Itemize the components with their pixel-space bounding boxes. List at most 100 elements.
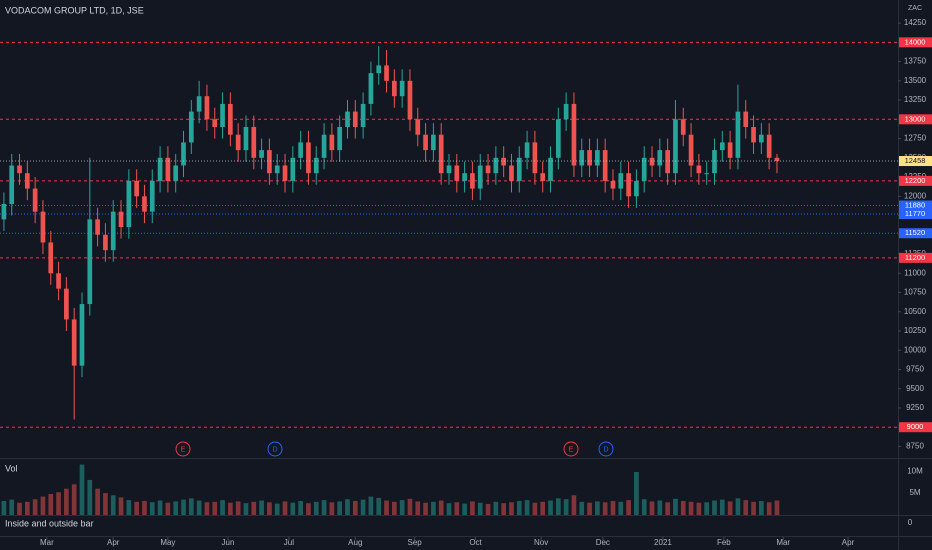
candle-body <box>665 150 670 174</box>
volume-bar <box>321 500 327 515</box>
volume-bar <box>470 501 475 515</box>
candle-body <box>290 157 296 181</box>
candle-body <box>87 219 93 305</box>
candle-body <box>79 304 85 366</box>
volume-bar <box>712 500 717 515</box>
volume-bar <box>368 496 374 515</box>
volume-bar <box>95 488 100 515</box>
candle-body <box>212 119 218 128</box>
volume-bar <box>56 492 61 515</box>
candle-body <box>64 288 69 320</box>
candle-body <box>555 119 561 158</box>
volume-bar <box>516 500 522 515</box>
volume-bar <box>704 502 710 515</box>
y-tick-label: 10000 <box>904 345 927 354</box>
volume-bar <box>454 502 460 515</box>
candle-body <box>423 134 428 151</box>
volume-bar <box>282 501 288 515</box>
volume-bar <box>87 479 93 515</box>
candle-body <box>40 211 46 243</box>
candle-body <box>267 150 272 174</box>
candle-body <box>774 157 780 162</box>
y-tick-label: 9250 <box>906 403 924 412</box>
candle-body <box>384 65 389 81</box>
candle-body <box>485 165 491 174</box>
candle-body <box>391 80 397 97</box>
volume-bar <box>579 501 585 515</box>
y-tick-label: 10250 <box>904 326 927 335</box>
volume-bar <box>751 501 756 515</box>
candle-body <box>587 150 592 166</box>
volume-bar <box>103 493 108 515</box>
x-tick-label: Apr <box>842 538 855 547</box>
volume-bar <box>251 501 257 515</box>
candle-body <box>157 157 163 181</box>
candle-body <box>493 157 499 174</box>
volume-bar <box>626 500 631 515</box>
volume-bar <box>423 502 428 515</box>
volume-bar <box>110 495 116 515</box>
candle-body <box>337 127 343 151</box>
candle-body <box>673 119 678 174</box>
candle-body <box>610 180 616 189</box>
volume-bar <box>24 501 30 515</box>
level-label: 11770 <box>905 209 925 218</box>
volume-bar <box>352 500 358 515</box>
volume-bar <box>212 501 218 515</box>
candle-body <box>345 111 350 128</box>
candle-body <box>477 165 483 189</box>
y-tick-label: 10750 <box>904 288 927 297</box>
volume-bar <box>563 499 569 515</box>
volume-bar <box>555 498 561 515</box>
candle-body <box>657 150 663 166</box>
volume-bar <box>509 502 514 515</box>
x-tick-label: May <box>160 538 175 547</box>
volume-bar <box>48 493 54 515</box>
volume-bar <box>391 501 397 515</box>
level-label: 11520 <box>905 228 925 237</box>
candle-body <box>563 103 569 120</box>
volume-bar <box>64 488 69 515</box>
volume-bar <box>438 500 444 515</box>
candle-body <box>751 127 756 143</box>
candle-body <box>103 234 108 251</box>
level-label-box <box>899 114 932 125</box>
volume-bar <box>501 503 507 515</box>
volume-bar <box>462 503 467 515</box>
candle-body <box>595 150 600 166</box>
candle-body <box>399 80 405 97</box>
candle-body <box>126 180 132 228</box>
volume-bar <box>290 502 296 515</box>
level-label-box <box>899 37 932 48</box>
candle-body <box>173 165 179 181</box>
candle-body <box>759 134 764 143</box>
candle-body <box>32 188 38 212</box>
volume-bar <box>399 500 405 515</box>
volume-bar <box>696 502 702 515</box>
volume-bar <box>329 502 335 515</box>
volume-bar <box>673 498 678 515</box>
volume-bar <box>524 500 530 515</box>
x-tick-label: Feb <box>717 538 731 547</box>
volume-bar <box>602 502 608 515</box>
candle-body <box>579 150 585 166</box>
candle-body <box>243 127 249 151</box>
candle-body <box>48 242 54 274</box>
candle-body <box>626 173 631 197</box>
level-label-box <box>899 422 932 433</box>
candle-body <box>360 103 366 128</box>
y-tick-label: 13750 <box>904 57 927 66</box>
x-tick-label: Jul <box>284 538 294 547</box>
volume-bar <box>274 503 280 515</box>
volume-bar <box>165 502 171 515</box>
level-label-box <box>899 200 932 211</box>
indicator-tick-label: 0 <box>908 518 913 527</box>
x-tick-label: Sep <box>408 538 423 547</box>
candle-body <box>95 219 100 235</box>
y-tick-label: 9500 <box>906 384 924 393</box>
candle-body <box>696 165 702 174</box>
candle-body <box>118 211 124 228</box>
level-label: 13000 <box>905 114 926 123</box>
volume-bar <box>618 501 624 515</box>
